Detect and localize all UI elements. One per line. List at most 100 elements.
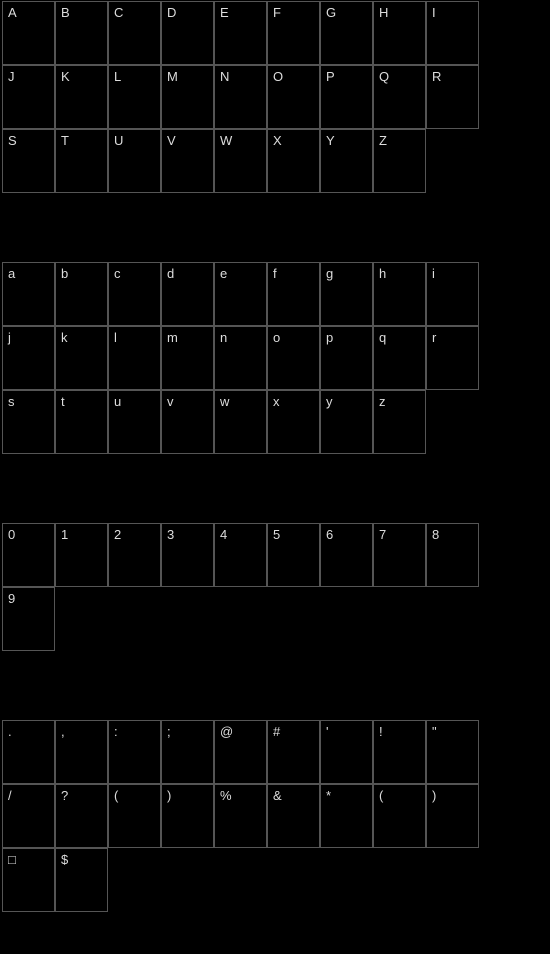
glyph-label: 6 [326,527,333,542]
glyph-label: 7 [379,527,386,542]
glyph-label: e [220,266,227,281]
glyph-label: g [326,266,333,281]
glyph-label: r [432,330,436,345]
glyph-cell: f [267,262,320,326]
glyph-cell: ) [161,784,214,848]
glyph-label: s [8,394,15,409]
glyph-label: d [167,266,174,281]
glyph-cell: u [108,390,161,454]
glyph-cell: T [55,129,108,193]
glyph-cell: & [267,784,320,848]
glyph-cell: ! [373,720,426,784]
glyph-label: c [114,266,121,281]
glyph-cell: J [2,65,55,129]
glyph-label: , [61,724,65,739]
glyph-cell: R [426,65,479,129]
glyph-label: B [61,5,70,20]
glyph-label: F [273,5,281,20]
glyph-label: S [8,133,17,148]
glyph-cell: 5 [267,523,320,587]
glyph-label: ; [167,724,171,739]
glyph-label: $ [61,852,68,867]
glyph-label: h [379,266,386,281]
grid-row: STUVWXYZ [2,129,479,193]
glyph-label: " [432,724,437,739]
glyph-cell: Q [373,65,426,129]
glyph-label: t [61,394,65,409]
glyph-cell: i [426,262,479,326]
glyph-cell: F [267,1,320,65]
glyph-label: j [8,330,11,345]
glyph-cell: □ [2,848,55,912]
glyph-label: Q [379,69,389,84]
glyph-cell: Y [320,129,373,193]
glyph-cell: a [2,262,55,326]
glyph-label: p [326,330,333,345]
glyph-cell: g [320,262,373,326]
glyph-label: □ [8,852,16,867]
glyph-label: z [379,394,386,409]
glyph-cell: j [2,326,55,390]
glyph-label: Y [326,133,335,148]
glyph-label: R [432,69,441,84]
glyph-cell: % [214,784,267,848]
glyph-cell: : [108,720,161,784]
glyph-label: 2 [114,527,121,542]
glyph-label: P [326,69,335,84]
glyph-label: # [273,724,280,739]
section-uppercase: ABCDEFGHIJKLMNOPQRSTUVWXYZ [2,1,479,193]
glyph-label: V [167,133,176,148]
grid-row: .,:;@#'!" [2,720,479,784]
glyph-label: 8 [432,527,439,542]
glyph-cell: O [267,65,320,129]
glyph-cell: r [426,326,479,390]
glyph-cell: s [2,390,55,454]
glyph-label: ( [114,788,118,803]
glyph-cell: 0 [2,523,55,587]
glyph-cell: E [214,1,267,65]
glyph-label: U [114,133,123,148]
glyph-cell: I [426,1,479,65]
glyph-label: 9 [8,591,15,606]
glyph-cell: " [426,720,479,784]
glyph-cell: ( [373,784,426,848]
glyph-label: y [326,394,333,409]
glyph-cell: c [108,262,161,326]
glyph-label: / [8,788,12,803]
glyph-cell: 8 [426,523,479,587]
glyph-cell: N [214,65,267,129]
grid-row: stuvwxyz [2,390,479,454]
glyph-cell: $ [55,848,108,912]
section-symbols: .,:;@#'!"/?()%&*()□$ [2,720,479,912]
glyph-cell: t [55,390,108,454]
glyph-cell: h [373,262,426,326]
glyph-cell: ' [320,720,373,784]
glyph-label: f [273,266,277,281]
glyph-cell: ( [108,784,161,848]
glyph-cell: p [320,326,373,390]
glyph-cell: x [267,390,320,454]
glyph-label: * [326,788,331,803]
glyph-cell: / [2,784,55,848]
grid-row: jklmnopqr [2,326,479,390]
glyph-cell: d [161,262,214,326]
glyph-label: ( [379,788,383,803]
glyph-cell: V [161,129,214,193]
glyph-label: x [273,394,280,409]
glyph-cell: L [108,65,161,129]
glyph-label: O [273,69,283,84]
glyph-cell: 9 [2,587,55,651]
glyph-cell: 6 [320,523,373,587]
glyph-cell: ) [426,784,479,848]
glyph-label: . [8,724,12,739]
glyph-cell: W [214,129,267,193]
glyph-cell: B [55,1,108,65]
grid-row: 9 [2,587,479,651]
glyph-cell: z [373,390,426,454]
glyph-label: N [220,69,229,84]
glyph-label: T [61,133,69,148]
glyph-label: q [379,330,386,345]
glyph-cell: * [320,784,373,848]
glyph-cell: , [55,720,108,784]
glyph-label: E [220,5,229,20]
